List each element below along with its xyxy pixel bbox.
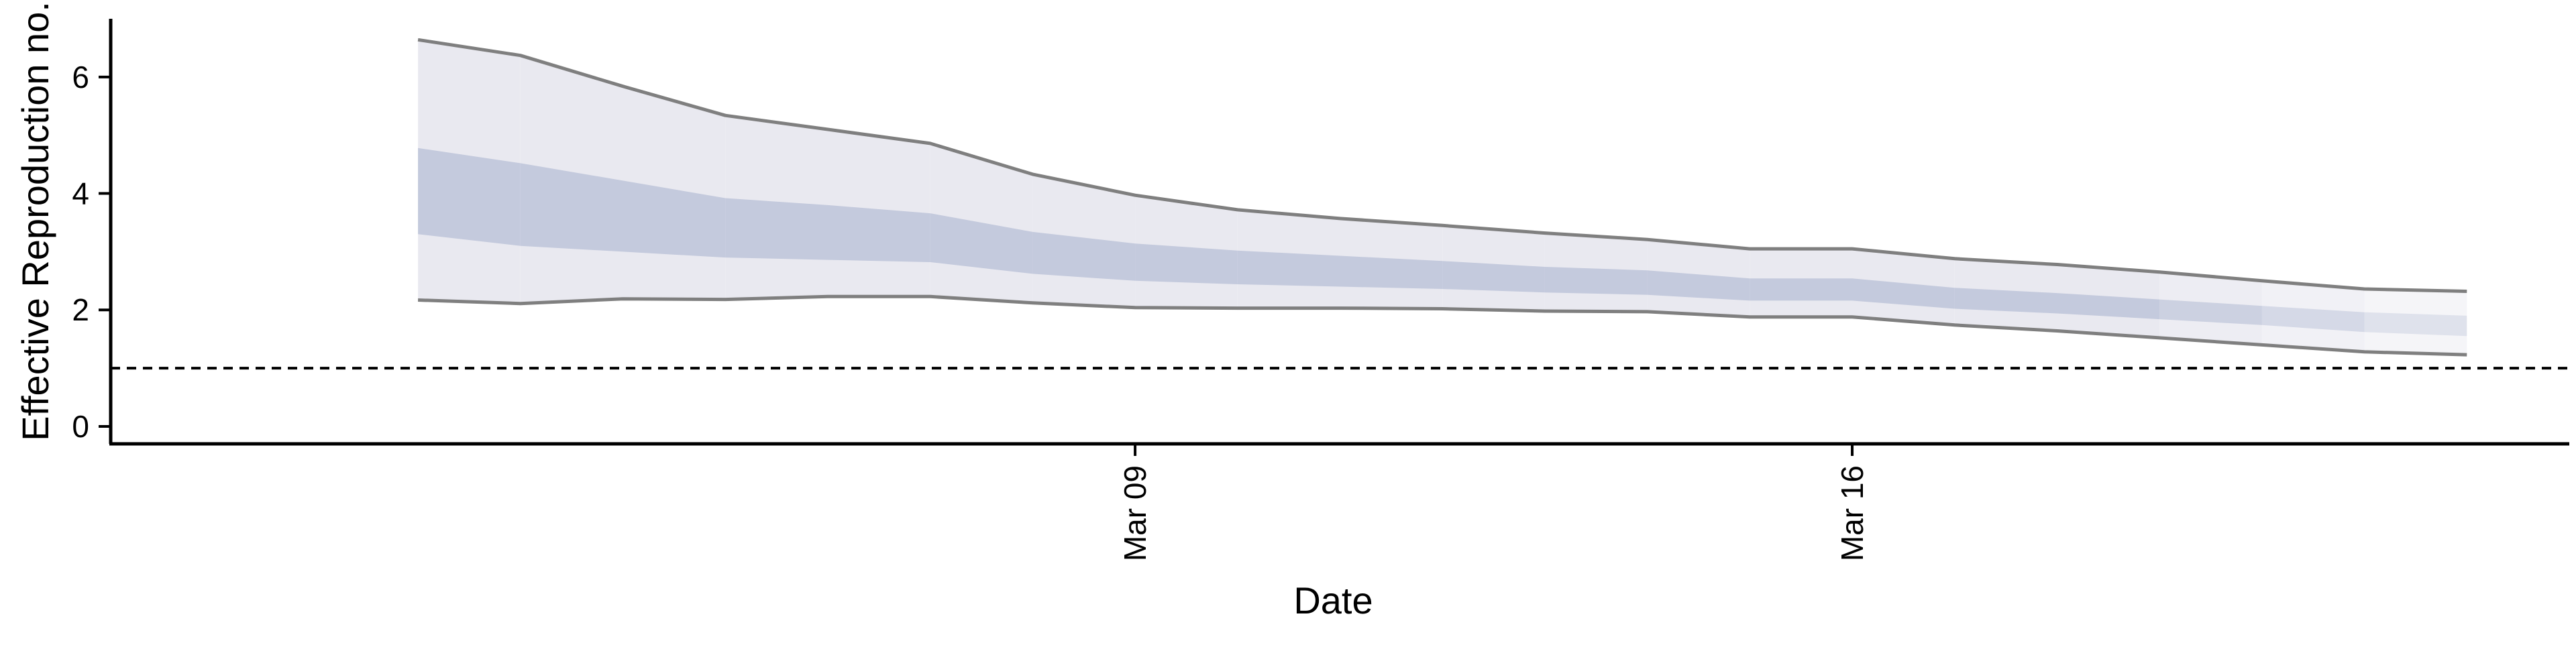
inner-band-segment (418, 148, 521, 246)
inner-band-segment (623, 180, 726, 258)
inner-band-segment (1852, 278, 1955, 309)
inner-band-segment (2364, 312, 2467, 337)
outer-band-upper-edge (417, 38, 2467, 293)
inner-band-segment (1750, 278, 1852, 301)
inner-band-segment (828, 204, 930, 262)
inner-band-segment (1442, 261, 1545, 293)
outer-band-lower-edge (418, 294, 2467, 357)
y-ticks: 0 2 4 6 (72, 60, 111, 444)
x-ticks: Mar 09 Mar 16 (1118, 444, 1870, 561)
inner-band-segment (1135, 243, 1238, 284)
inner-band-segment (1954, 288, 2057, 314)
inner-band-segment (930, 213, 1033, 274)
x-tick-label: Mar 09 (1118, 465, 1152, 561)
inner-band-segment (1647, 270, 1750, 301)
y-tick-label: 0 (72, 409, 89, 444)
inner-band-segment (520, 163, 623, 252)
inner-band-segment (1237, 250, 1340, 287)
y-axis-title: Effective Reproduction no. (14, 1, 56, 441)
outer-band-segment (2364, 289, 2467, 355)
inner-band-segment (1032, 231, 1136, 281)
inner-band-segment (2057, 293, 2160, 320)
inner-band-segment (1544, 267, 1648, 295)
inner-band-segment (725, 198, 828, 260)
y-tick-label: 2 (72, 292, 89, 327)
x-axis-title: Date (1293, 579, 1373, 622)
bands-layer (418, 40, 2467, 355)
inner-band-segment (1340, 255, 1443, 289)
inner-band-segment (2261, 306, 2365, 333)
inner-band-segment (2159, 299, 2262, 325)
x-tick-label: Mar 16 (1835, 465, 1870, 561)
y-tick-label: 6 (72, 60, 89, 95)
y-tick-label: 4 (72, 176, 89, 211)
band-edges-layer (417, 38, 2467, 357)
